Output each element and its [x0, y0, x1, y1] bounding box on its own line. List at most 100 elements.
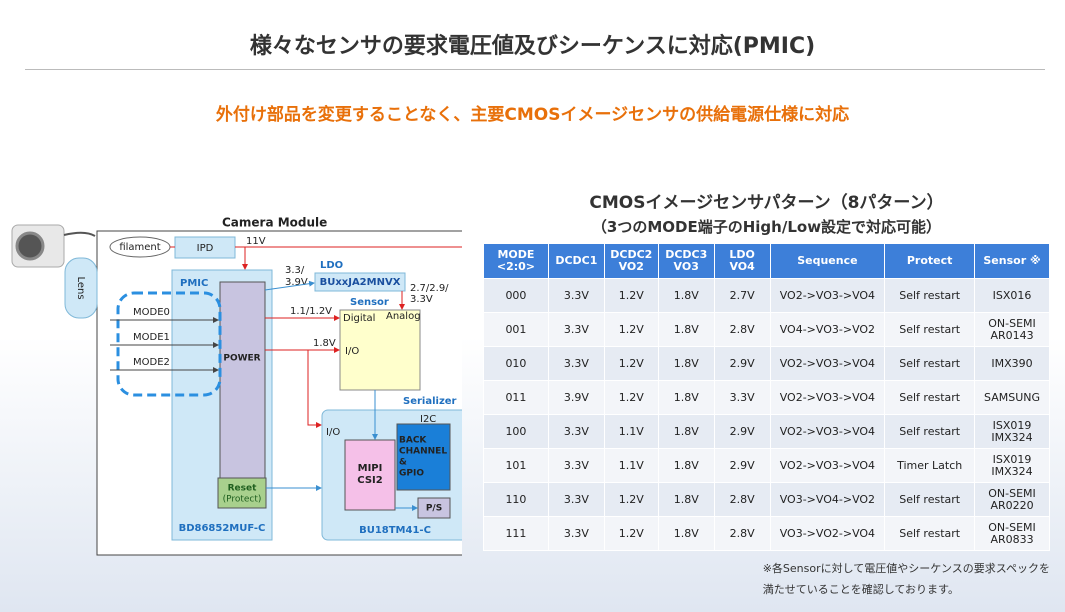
footnote: ※各Sensorに対して電圧値やシーケンスの要求スペックを 満たせていることを確認…: [763, 558, 1050, 600]
header-cell: Sequence: [769, 243, 886, 279]
table-cell: 011: [483, 380, 549, 415]
table-cell: 1.1V: [603, 448, 659, 483]
slide-title: 様々なセンサの要求電圧値及びシーケンスに対応(PMIC): [249, 34, 816, 59]
ldo-label: LDO: [320, 260, 343, 271]
table-cell: 1.8V: [657, 448, 715, 483]
pin-label: Digital: [343, 313, 375, 324]
table-cell: Self restart: [884, 414, 976, 449]
table-cell: 3.3V: [547, 346, 605, 381]
table-cell: VO2->VO3->VO4: [769, 278, 886, 313]
table-cell: VO3->VO2->VO4: [769, 516, 886, 551]
ldo-box: [314, 272, 406, 292]
table-cell: VO2->VO3->VO4: [769, 448, 886, 483]
voltage-label: 1.8V: [313, 338, 336, 349]
reset-label: Reset: [228, 484, 257, 494]
table-cell: 2.7V: [713, 278, 771, 313]
table-cell: VO3->VO4->VO2: [769, 482, 886, 517]
serializer-part: BU18TM41-C: [359, 525, 431, 536]
pmic-part: BD86852MUF-C: [179, 523, 266, 534]
table-cell: 1.2V: [603, 482, 659, 517]
table-row: 101 3.3V 1.1V 1.8V 2.9V VO2->VO3->VO4 Timer La…: [483, 448, 1050, 483]
ps-box: [417, 497, 451, 519]
mipi-label: MIPI: [358, 463, 383, 474]
voltage-label: 3.9V: [285, 277, 308, 288]
header-cell: DCDC2 VO2: [603, 243, 659, 279]
table-cell: 2.9V: [713, 448, 771, 483]
voltage-label: 3.3/: [285, 265, 305, 276]
table-cell: VO2->VO3->VO4: [769, 414, 886, 449]
ps-label: P/S: [426, 504, 442, 514]
header-cell: Protect: [884, 243, 976, 279]
header-cell: LDO VO4: [713, 243, 771, 279]
table-cell: 3.3V: [547, 414, 605, 449]
voltage-label: 1.1/1.2V: [290, 306, 332, 317]
table-cell: 2.8V: [713, 312, 771, 347]
table-cell: SAMSUNG: [974, 380, 1050, 415]
table-cell: 1.8V: [657, 346, 715, 381]
reset-box: [217, 477, 267, 509]
table-row: 011 3.9V 1.2V 1.8V 3.3V VO2->VO3->VO4 Self res…: [483, 380, 1050, 415]
footnote-line: 満たせていることを確認しております。: [762, 583, 959, 596]
pmic-label: PMIC: [180, 278, 208, 289]
table-cell: Self restart: [884, 482, 976, 517]
pattern-table: MODE <2:0> DCDC1 DCDC2 VO2 DCDC3 VO3 LDO VO4…: [483, 243, 1050, 551]
table-cell: IMX390: [974, 346, 1050, 381]
table-cell: 3.3V: [547, 516, 605, 551]
table-cell: 1.2V: [603, 516, 659, 551]
table-row: 001 3.3V 1.2V 1.8V 2.8V VO4->VO3->VO2 Self res…: [483, 312, 1050, 347]
ipd-label: IPD: [197, 243, 214, 254]
table-cell: 010: [483, 346, 549, 381]
mode-label: MODE0: [133, 307, 170, 318]
back-channel-label: &: [399, 458, 407, 468]
power-box: [219, 281, 266, 481]
table-cell: 2.9V: [713, 346, 771, 381]
table-cell: ISX016: [974, 278, 1050, 313]
table-cell: 1.8V: [657, 380, 715, 415]
table-cell: ISX019 IMX324: [974, 414, 1050, 449]
table-cell: 3.3V: [547, 312, 605, 347]
header-cell: DCDC3 VO3: [657, 243, 715, 279]
table-row: 100 3.3V 1.1V 1.8V 2.9V VO2->VO3->VO4 Self res…: [483, 414, 1050, 449]
back-channel-label: GPIO: [399, 469, 424, 479]
serializer-label: Serializer: [403, 396, 457, 407]
voltage-label: 3.3V: [410, 294, 433, 305]
table-row: 000 3.3V 1.2V 1.8V 2.7V VO2->VO3->VO4 Self res…: [483, 278, 1050, 313]
table-cell: 100: [483, 414, 549, 449]
table-cell: 000: [483, 278, 549, 313]
mipi-label: CSI2: [357, 475, 382, 486]
table-cell: 1.1V: [603, 414, 659, 449]
table-cell: VO4->VO3->VO2: [769, 312, 886, 347]
table-cell: Self restart: [884, 346, 976, 381]
table-row: 110 3.3V 1.2V 1.8V 2.8V VO3->VO4->VO2 Self res…: [483, 482, 1050, 517]
table-cell: 101: [483, 448, 549, 483]
table-cell: 1.2V: [603, 380, 659, 415]
table-cell: 1.2V: [603, 278, 659, 313]
header-row: MODE <2:0> DCDC1 DCDC2 VO2 DCDC3 VO3 LDO VO4…: [483, 243, 1050, 279]
voltage-label: 2.7/2.9/: [410, 283, 449, 294]
back-channel-label: BACK: [399, 436, 427, 446]
table-cell: ON-SEMI AR0143: [974, 312, 1050, 347]
ldo-part: BUxxJA2MNVX: [320, 277, 401, 288]
reset-label: (Protect): [223, 495, 262, 505]
divider: [25, 69, 1045, 70]
table-cell: 3.3V: [547, 448, 605, 483]
table-subtitle: （3つのMODE端子のHigh/Low設定で対応可能）: [591, 218, 942, 236]
block-diagram: Camera Module Lens filament IPD 11V PMIC…: [11, 216, 462, 556]
mipi-box: [344, 439, 396, 511]
voltage-label: 11V: [246, 236, 266, 247]
table-cell: 111: [483, 516, 549, 551]
table-cell: 1.2V: [603, 346, 659, 381]
filament-label: filament: [119, 242, 160, 253]
table-cell: 2.8V: [713, 482, 771, 517]
lens: [64, 257, 98, 319]
pin-label: I/O: [326, 427, 340, 438]
table-cell: 3.3V: [713, 380, 771, 415]
footnote-line: ※各Sensorに対して電圧値やシーケンスの要求スペックを: [762, 562, 1050, 575]
table-cell: 3.3V: [547, 278, 605, 313]
table-cell: 1.8V: [657, 482, 715, 517]
mode-group: [116, 291, 222, 397]
camera-module-label: Camera Module: [222, 216, 327, 230]
table-cell: 3.9V: [547, 380, 605, 415]
pin-label: I/O: [345, 346, 359, 357]
table-cell: 3.3V: [547, 482, 605, 517]
